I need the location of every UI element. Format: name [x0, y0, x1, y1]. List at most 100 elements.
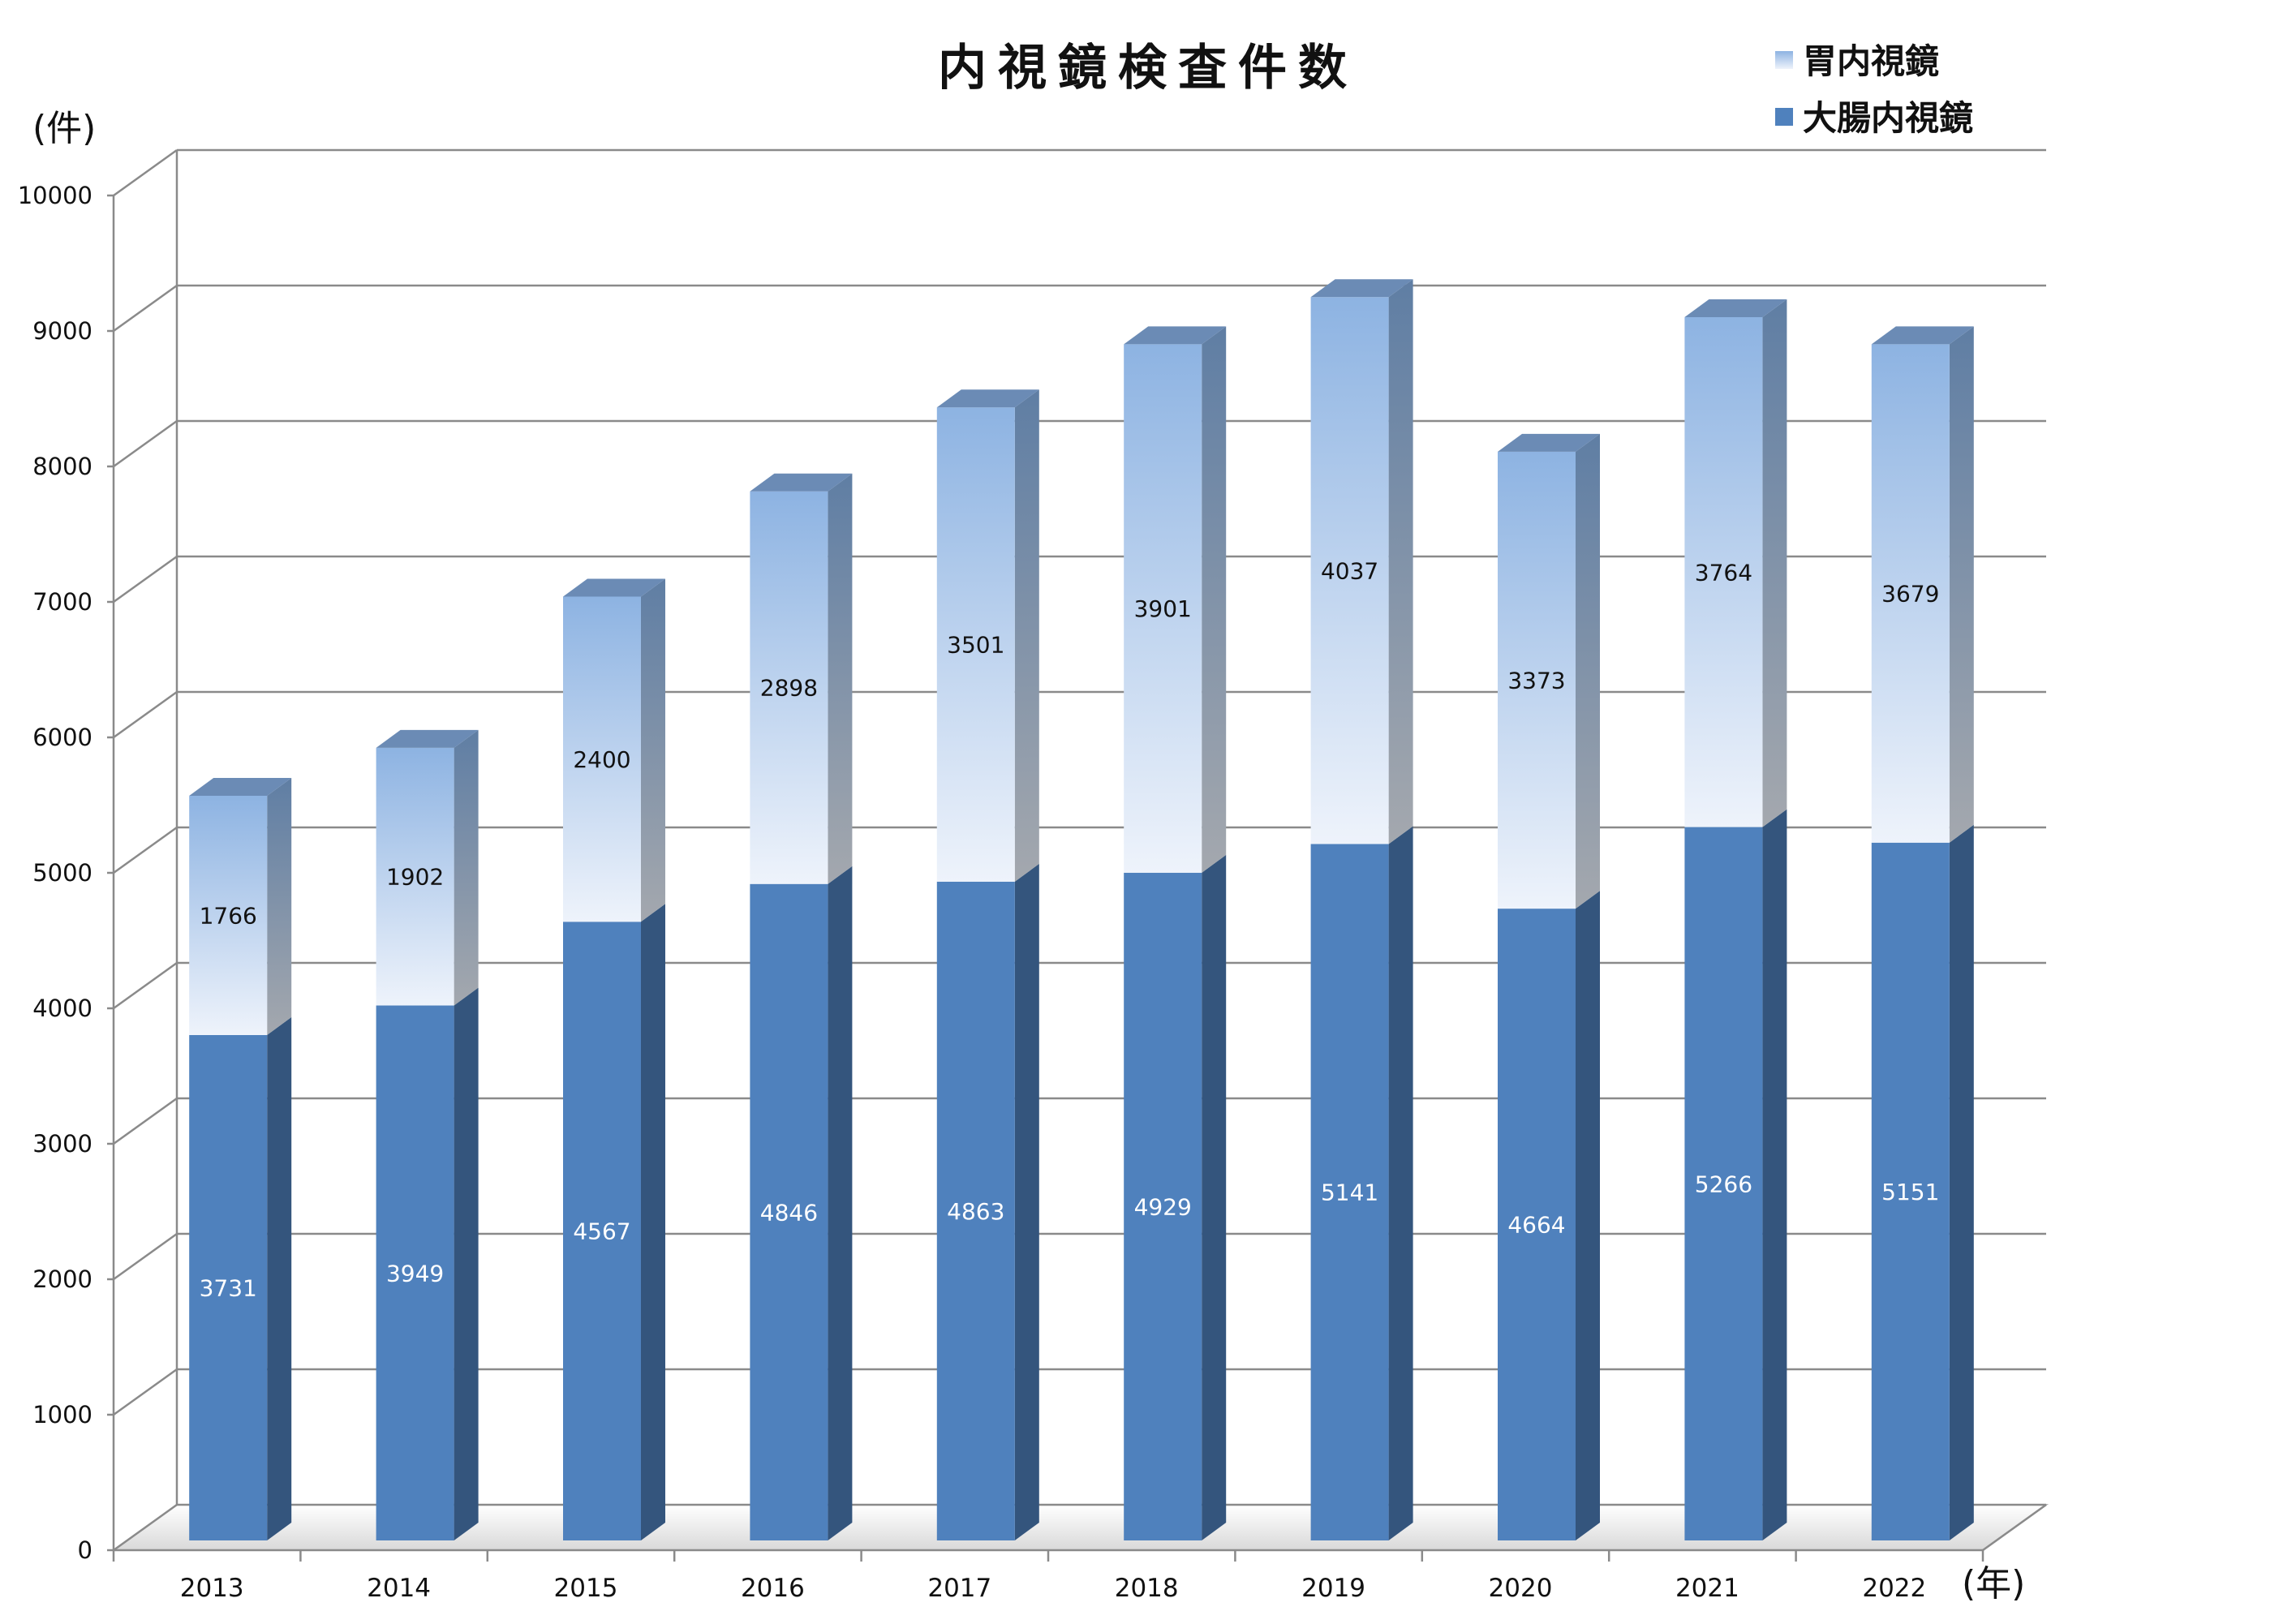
bar-colon-side — [1014, 863, 1039, 1540]
x-tick-label: 2013 — [180, 1574, 244, 1603]
x-tick-label: 2022 — [1862, 1574, 1926, 1603]
gridline-depth — [113, 148, 178, 197]
bar-group: 3731 1766 — [189, 778, 292, 1540]
data-label-colon: 4567 — [573, 1218, 630, 1245]
bar-top-face — [563, 578, 665, 597]
legend-swatch-colon — [1775, 108, 1793, 126]
data-label-stomach: 3679 — [1881, 581, 1939, 608]
y-tick-label: 5000 — [32, 859, 92, 887]
gridline-depth — [113, 1368, 178, 1416]
bar-group: 4664 3373 — [1498, 433, 1600, 1540]
x-tick-label: 2016 — [741, 1574, 805, 1603]
bar-stomach — [1124, 344, 1202, 873]
bar-colon-side — [828, 866, 853, 1540]
data-label-stomach: 2898 — [760, 675, 818, 702]
data-label-colon: 4929 — [1134, 1193, 1192, 1220]
data-label-stomach: 1902 — [386, 864, 444, 891]
bar-top-face — [376, 729, 479, 748]
chart-title: 内視鏡検査件数 — [938, 40, 1358, 97]
bar-stomach-side — [828, 473, 853, 884]
x-tick-label: 2018 — [1115, 1574, 1179, 1603]
x-tick-label: 2021 — [1675, 1574, 1739, 1603]
bar-colon-side — [641, 904, 665, 1540]
bars: 3731 1766 3949 1902 4567 2400 4846 2898 4863 3501… — [189, 279, 1974, 1540]
y-tick-label: 7000 — [32, 588, 92, 616]
bar-stomach-side — [641, 578, 665, 922]
data-label-stomach: 3764 — [1695, 559, 1752, 586]
gridline-depth — [113, 690, 178, 739]
bar-stomach-side — [267, 778, 292, 1035]
x-axis-unit: (年) — [1962, 1563, 2025, 1605]
x-tick-label: 2017 — [927, 1574, 991, 1603]
data-label-colon: 4664 — [1507, 1212, 1565, 1239]
gridline-depth — [113, 1097, 178, 1145]
y-tick-label: 4000 — [32, 995, 92, 1022]
bar-stomach — [563, 596, 641, 922]
bar-stomach-side — [1576, 433, 1600, 909]
bar-stomach — [1684, 316, 1763, 827]
gridline-depth — [113, 1503, 178, 1552]
bar-group: 4929 3901 — [1124, 326, 1227, 1540]
gridline-depth — [113, 555, 178, 604]
bar-group: 4863 3501 — [936, 389, 1039, 1540]
bar-colon-side — [1576, 891, 1600, 1540]
data-label-stomach: 3373 — [1507, 667, 1565, 694]
gridline-depth — [113, 1232, 178, 1281]
gridline-depth — [113, 826, 178, 874]
bar-stomach — [936, 407, 1015, 882]
bar-colon — [376, 1005, 454, 1540]
gridline-depth — [113, 419, 178, 468]
bar-colon-side — [267, 1016, 292, 1540]
y-tick-label: 2000 — [32, 1265, 92, 1293]
bar-stomach-side — [1949, 326, 1974, 843]
data-label-stomach: 3901 — [1134, 595, 1192, 622]
bar-colon — [750, 883, 828, 1540]
y-tick-label: 8000 — [32, 453, 92, 480]
bar-top-face — [1684, 299, 1787, 317]
bar-colon — [563, 922, 641, 1540]
bar-group: 3949 1902 — [376, 729, 479, 1540]
data-label-stomach: 1766 — [200, 902, 257, 929]
legend-label-stomach: 胃内視鏡 — [1803, 41, 1939, 81]
x-tick-label: 2015 — [554, 1574, 618, 1603]
bar-colon — [1684, 827, 1763, 1540]
bar-colon — [936, 881, 1015, 1540]
legend-swatch-stomach — [1775, 51, 1793, 69]
data-label-stomach: 3501 — [947, 632, 1004, 659]
bar-stomach-side — [454, 729, 479, 1006]
floor-edge — [1982, 1503, 2047, 1552]
bar-top-face — [1871, 326, 1974, 345]
bar-stomach — [1310, 297, 1389, 844]
bar-colon-side — [1949, 824, 1974, 1540]
y-tick-label: 10000 — [18, 182, 92, 209]
x-tick-label: 2014 — [367, 1574, 431, 1603]
bar-group: 4846 2898 — [750, 473, 853, 1540]
bar-colon-side — [1762, 809, 1787, 1540]
bar-group: 5266 3764 — [1684, 299, 1787, 1540]
bar-top-face — [1310, 279, 1413, 298]
y-tick-label: 1000 — [32, 1401, 92, 1429]
bar-top-face — [936, 389, 1039, 408]
y-tick-label: 3000 — [32, 1130, 92, 1158]
data-label-colon: 3731 — [200, 1274, 257, 1301]
data-label-colon: 4846 — [760, 1199, 818, 1226]
bar-colon — [1498, 909, 1576, 1540]
bar-group: 5141 4037 — [1310, 279, 1413, 1540]
bar-top-face — [189, 778, 292, 797]
bar-colon — [189, 1034, 268, 1540]
x-tick-label: 2019 — [1301, 1574, 1365, 1603]
gridline-depth — [113, 284, 178, 333]
data-label-colon: 4863 — [947, 1198, 1004, 1225]
bar-group: 4567 2400 — [563, 578, 665, 1540]
y-tick-label: 9000 — [32, 317, 92, 345]
bar-stomach-side — [1762, 299, 1787, 827]
bar-colon — [1124, 872, 1202, 1540]
bar-colon — [1871, 842, 1950, 1540]
data-label-colon: 5151 — [1881, 1179, 1939, 1205]
bar-stomach-side — [1388, 279, 1413, 844]
bar-stomach — [376, 747, 454, 1006]
bar-stomach — [189, 796, 268, 1035]
bar-top-face — [1498, 433, 1600, 452]
data-label-stomach: 4037 — [1321, 557, 1378, 584]
